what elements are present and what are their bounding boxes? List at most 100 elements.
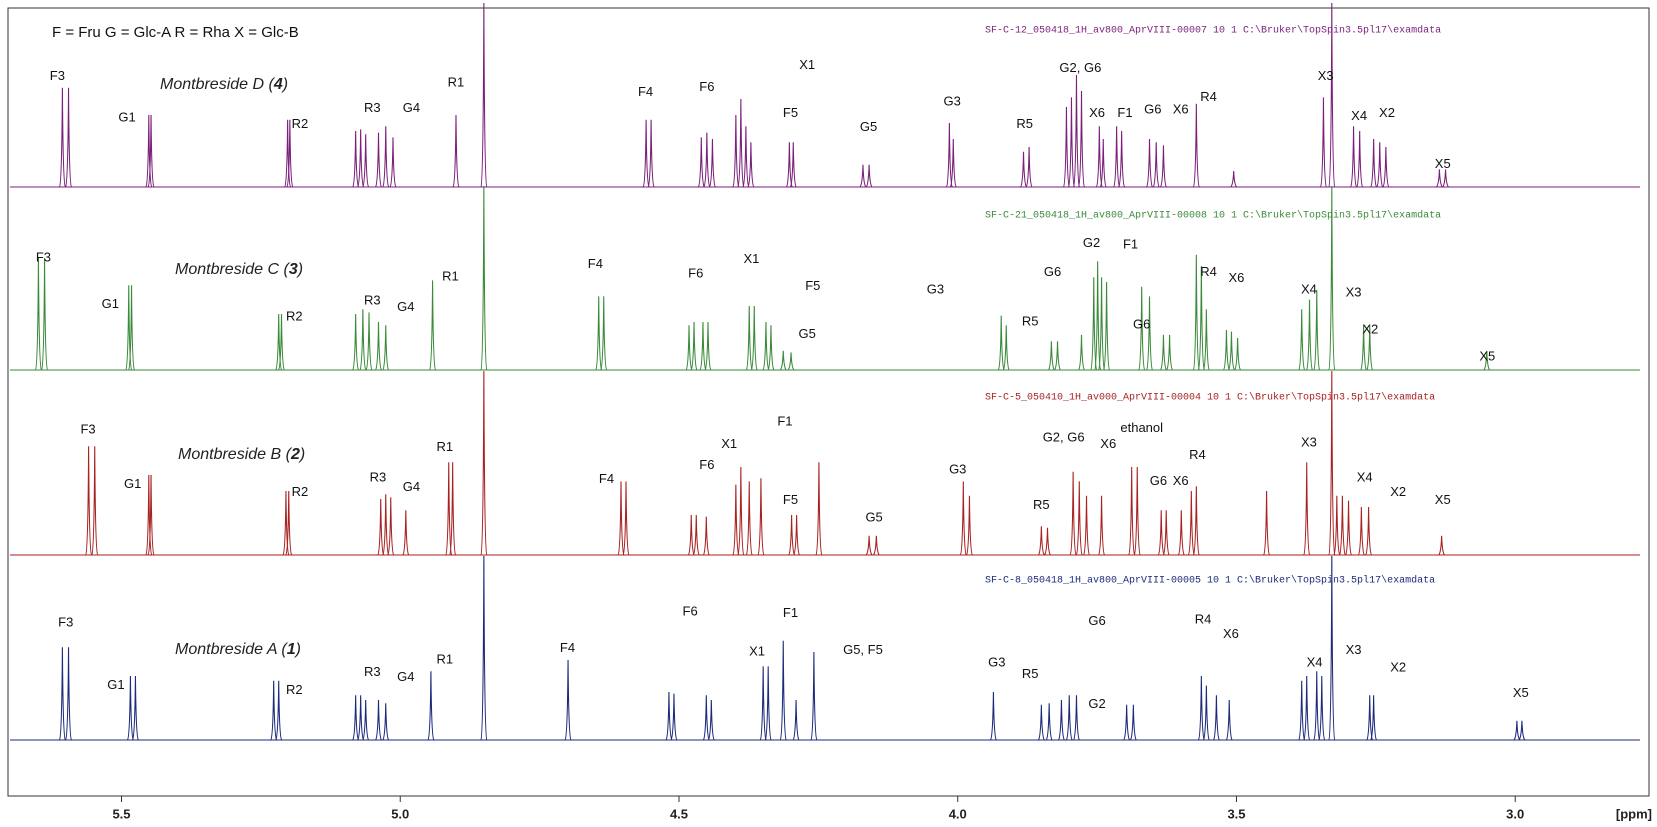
peak bbox=[764, 666, 772, 741]
peak-label: X6 bbox=[1173, 102, 1189, 117]
peak bbox=[1002, 325, 1010, 371]
peak bbox=[1113, 126, 1121, 188]
peak-label: G4 bbox=[403, 100, 420, 115]
peak bbox=[449, 462, 457, 556]
peak bbox=[65, 87, 73, 188]
peak-label: G6 bbox=[1150, 473, 1167, 488]
peak-label: G5 bbox=[865, 510, 882, 525]
peak bbox=[128, 285, 136, 371]
peak bbox=[1159, 334, 1167, 371]
peak bbox=[1303, 675, 1311, 741]
peak bbox=[389, 137, 397, 188]
peak-label: X1 bbox=[721, 436, 737, 451]
peak bbox=[1098, 277, 1106, 371]
x-tick-label: 4.5 bbox=[670, 806, 688, 821]
peak bbox=[622, 481, 630, 556]
peak bbox=[708, 138, 716, 188]
peak bbox=[1328, 555, 1336, 741]
peak bbox=[1152, 142, 1160, 188]
peak bbox=[1159, 145, 1167, 188]
spectrum-title: Montbreside A (1) bbox=[175, 641, 301, 658]
x-tick-label: 3.5 bbox=[1227, 806, 1245, 821]
peak-label: R2 bbox=[286, 309, 303, 324]
peak bbox=[480, 555, 488, 741]
peak bbox=[779, 640, 787, 741]
peak bbox=[745, 481, 753, 556]
peak bbox=[642, 119, 650, 188]
peak-label: F4 bbox=[560, 640, 575, 655]
peak bbox=[375, 132, 383, 188]
peak-label: G5 bbox=[799, 326, 816, 341]
peak bbox=[1133, 466, 1141, 556]
peak bbox=[1333, 495, 1341, 556]
peak-label: X1 bbox=[799, 57, 815, 72]
peak bbox=[1338, 495, 1346, 556]
peak bbox=[1435, 169, 1443, 188]
peak-label: G1 bbox=[124, 476, 141, 491]
peak bbox=[757, 478, 765, 556]
peak-label: G3 bbox=[949, 462, 966, 477]
peak bbox=[703, 132, 711, 188]
peak-label: R3 bbox=[364, 100, 381, 115]
peak-label: F5 bbox=[805, 278, 820, 293]
peak bbox=[1192, 103, 1200, 188]
peak bbox=[427, 671, 435, 741]
peak-label: G1 bbox=[102, 296, 119, 311]
peak bbox=[1077, 90, 1086, 188]
peak bbox=[1360, 325, 1368, 371]
peak bbox=[1376, 142, 1384, 188]
peak bbox=[699, 321, 707, 371]
peak-label: G1 bbox=[107, 677, 124, 692]
peak bbox=[1083, 495, 1091, 556]
peak bbox=[429, 280, 437, 371]
peak bbox=[1065, 695, 1073, 741]
peak bbox=[1118, 130, 1126, 188]
peak-label: F3 bbox=[50, 68, 65, 83]
peak bbox=[1328, 185, 1336, 371]
peak-label: X2 bbox=[1379, 105, 1395, 120]
peak bbox=[284, 119, 292, 188]
peak bbox=[362, 699, 370, 741]
spectrum-title-part: ) bbox=[296, 261, 303, 278]
x-tick-label: 4.0 bbox=[949, 806, 967, 821]
peak-label: R1 bbox=[442, 269, 459, 284]
peak bbox=[687, 514, 695, 556]
peak-label: G4 bbox=[403, 479, 420, 494]
peak-label: G1 bbox=[118, 110, 135, 125]
peak bbox=[275, 313, 283, 371]
peak-label: X6 bbox=[1089, 105, 1105, 120]
peak bbox=[357, 129, 365, 188]
peak bbox=[1098, 495, 1106, 556]
peak bbox=[375, 321, 382, 371]
peak-label: G2 bbox=[1083, 235, 1100, 250]
peak bbox=[810, 651, 818, 741]
peak bbox=[285, 490, 293, 556]
spectrum-title: Montbreside B (2) bbox=[178, 446, 305, 463]
peak bbox=[359, 309, 367, 371]
peak-label: G6 bbox=[1133, 317, 1150, 332]
peak bbox=[793, 514, 801, 556]
peak-label: R3 bbox=[364, 293, 381, 308]
peak-label: X6 bbox=[1223, 626, 1239, 641]
peak bbox=[91, 446, 99, 556]
peak bbox=[1438, 535, 1446, 556]
peak bbox=[1356, 130, 1364, 188]
peak bbox=[1103, 281, 1111, 371]
peak bbox=[647, 119, 655, 188]
peak bbox=[1370, 695, 1378, 741]
peak bbox=[949, 138, 957, 188]
peak bbox=[1062, 106, 1070, 188]
peak bbox=[1067, 97, 1075, 188]
peak-label: G3 bbox=[988, 655, 1005, 670]
peak bbox=[1518, 720, 1526, 741]
peak bbox=[1366, 325, 1374, 371]
peak-label: G6 bbox=[1144, 102, 1161, 117]
peak bbox=[670, 693, 678, 741]
peak bbox=[1123, 704, 1131, 741]
peak-label: R5 bbox=[1033, 497, 1050, 512]
peak bbox=[815, 462, 823, 556]
spectrum-title-part: Montbreside C ( bbox=[175, 261, 290, 278]
peak-label: X6 bbox=[1100, 436, 1116, 451]
peak bbox=[286, 119, 294, 188]
peak bbox=[704, 321, 712, 371]
